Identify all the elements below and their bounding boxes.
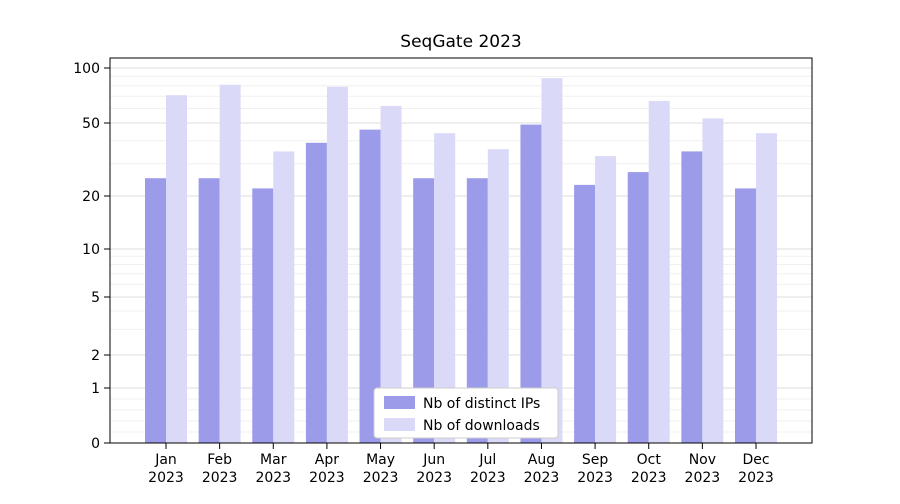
y-tick-label: 5	[91, 290, 100, 306]
bar-distinct-ips-apr	[305, 142, 327, 443]
x-tick-label-year: 2023	[524, 470, 560, 486]
bars	[145, 78, 777, 444]
chart-title: SeqGate 2023	[400, 32, 521, 52]
bar-distinct-ips-feb	[198, 178, 220, 444]
bar-downloads-jan	[166, 95, 187, 444]
y-tick-label: 10	[82, 242, 100, 258]
x-tick-label-month: Jan	[154, 452, 177, 468]
legend-box	[373, 387, 559, 439]
bar-distinct-ips-may	[359, 129, 381, 443]
bar-downloads-sep	[595, 156, 617, 444]
legend: Nb of distinct IPs Nb of downloads	[373, 387, 559, 439]
legend-label: Nb of distinct IPs	[423, 396, 540, 412]
bar-distinct-ips-nov	[681, 151, 703, 443]
bar-downloads-feb	[219, 84, 241, 443]
x-tick-label-month: Sep	[582, 452, 609, 468]
bar-distinct-ips-jun	[413, 178, 435, 444]
bar-downloads-jul	[487, 149, 509, 443]
plot-border	[109, 57, 813, 444]
x-tick-label-month: May	[366, 452, 395, 468]
x-tick-label-year: 2023	[416, 470, 452, 486]
bar-distinct-ips-dec	[735, 188, 756, 443]
bar-distinct-ips-sep	[574, 184, 596, 443]
bar-downloads-mar	[273, 151, 295, 443]
x-tick-label-year: 2023	[255, 470, 291, 486]
legend-swatch-downloads	[384, 418, 415, 431]
y-tick-label: 20	[82, 189, 100, 205]
axes: 0 1 2 5 10 20 50 100 Jan 2023 Feb 2023 Mar 2023 Apr 202…	[73, 57, 813, 486]
x-tick-label-year: 2023	[738, 470, 774, 486]
bar-distinct-ips-jul	[466, 178, 488, 444]
x-tick-label-year: 2023	[309, 470, 345, 486]
x-tick-label-month: Jun	[422, 452, 445, 468]
bar-distinct-ips-mar	[252, 188, 274, 443]
x-tick-label-year: 2023	[363, 470, 399, 486]
x-tick-label-year: 2023	[202, 470, 238, 486]
x-tick-label-year: 2023	[470, 470, 506, 486]
bar-distinct-ips-aug	[520, 124, 542, 443]
x-tick-label-year: 2023	[631, 470, 667, 486]
x-tick-label-month: Jul	[478, 452, 496, 468]
bar-distinct-ips-oct	[627, 172, 649, 444]
x-tick-label-month: Nov	[689, 452, 716, 468]
x-tick-label-month: Oct	[637, 452, 662, 468]
y-tick-label: 2	[91, 348, 100, 364]
y-tick-label: 100	[73, 61, 100, 77]
x-tick-label-year: 2023	[685, 470, 721, 486]
bar-downloads-aug	[541, 78, 563, 444]
x-tick-label-month: Dec	[742, 452, 769, 468]
x-tick-label-month: Aug	[528, 452, 555, 468]
bar-downloads-nov	[702, 118, 724, 443]
bar-downloads-oct	[648, 100, 670, 444]
y-tick-label: 50	[82, 116, 100, 132]
x-tick-label-year: 2023	[148, 470, 184, 486]
legend-label: Nb of downloads	[423, 418, 540, 434]
bar-downloads-may	[380, 105, 402, 444]
y-tick-label: 1	[91, 381, 100, 397]
y-tick-label: 0	[91, 436, 100, 452]
legend-swatch-distinct-ips	[384, 396, 415, 409]
bar-downloads-jun	[434, 133, 456, 443]
x-tick-label-month: Apr	[315, 452, 339, 468]
bar-downloads-apr	[326, 86, 348, 443]
x-tick-label-year: 2023	[577, 470, 613, 486]
bar-distinct-ips-jan	[145, 178, 166, 444]
x-tick-label-month: Feb	[207, 452, 232, 468]
bar-downloads-dec	[756, 133, 777, 443]
x-tick-label-month: Mar	[260, 452, 287, 468]
